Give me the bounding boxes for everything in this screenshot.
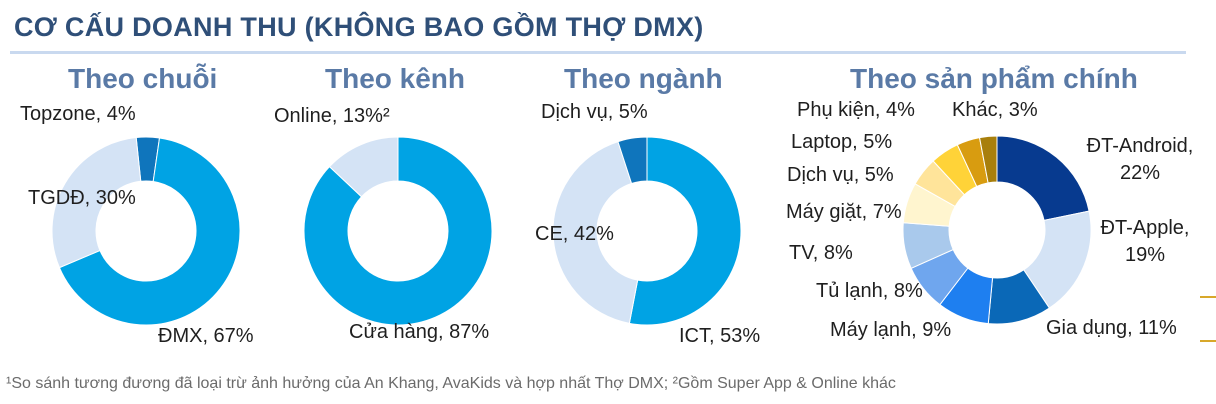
chart-title-nganh: Theo ngành [564,63,723,94]
donut-0-label-1: ĐMX, 67% [158,325,254,347]
donut-3-label-3: Máy lạnh, 9% [830,319,951,341]
chart-title-san-pham: Theo sản phẩm chính [850,63,1138,94]
donut-3-label-1: ĐT-Apple, 19% [1101,217,1190,266]
page-title: CƠ CẤU DOANH THU (KHÔNG BAO GỒM THỢ DMX) [14,12,704,42]
title-divider [10,51,1186,54]
donut-1-label-1: Online, 13%² [274,105,390,127]
donut-2-label-2: Dịch vụ, 5% [541,101,648,123]
donut-3-label-9: Phụ kiện, 4% [797,99,915,121]
donut-2-slice-0 [628,136,742,326]
donut-3-label-5: TV, 8% [789,242,853,264]
chart-title-chuoi: Theo chuỗi [68,63,218,94]
donut-1-label-0: Cửa hàng, 87% [349,321,489,343]
donut-2-label-0: ICT, 53% [679,325,760,347]
chart-title-kenh: Theo kênh [325,63,466,94]
donut-2-label-1: CE, 42% [535,223,614,245]
footnote: ¹So sánh tương đương đã loại trừ ảnh hưở… [6,375,896,392]
donut-0-label-2: TGDĐ, 30% [28,187,136,209]
donut-1-slice-0 [303,136,493,326]
donut-3-label-8: Laptop, 5% [791,131,892,153]
donut-3-label-10: Khác, 3% [952,99,1038,121]
donut-3-label-4: Tủ lạnh, 8% [816,280,923,302]
edge-mark-top [1200,296,1216,298]
donut-3-label-7: Dịch vụ, 5% [787,164,894,186]
donut-2-slice-1 [552,140,639,324]
donut-3-slice-10 [978,135,998,184]
donut-1-slice-1 [328,136,399,198]
donut-0-label-0: Topzone, 4% [20,103,136,125]
donut-0-slice-2 [51,136,142,269]
edge-mark-bottom [1200,340,1216,342]
donut-3-label-0: ĐT-Android, 22% [1087,135,1194,184]
donut-2-slice-2 [617,136,648,185]
donut-3-label-2: Gia dụng, 11% [1046,317,1177,339]
donut-3-label-6: Máy giặt, 7% [786,201,902,223]
donut-3-slice-0 [996,135,1090,221]
donut-0-slice-1 [58,137,241,326]
